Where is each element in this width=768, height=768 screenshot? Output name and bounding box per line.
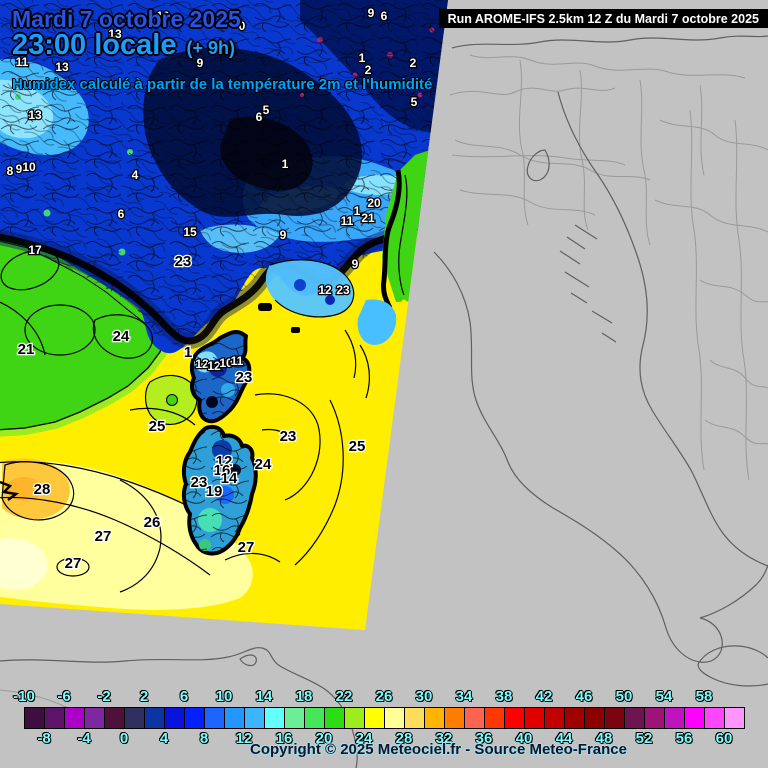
map-value-label: 12	[195, 357, 209, 371]
map-value-label: 10	[156, 9, 170, 23]
map-value-label: 6	[381, 9, 388, 23]
map-value-label: 9	[368, 6, 375, 20]
map-value-label: 6	[118, 207, 125, 221]
map-value-label: 23	[336, 283, 350, 297]
map-value-label: 8	[7, 164, 14, 178]
map-value-label: 13	[108, 27, 122, 41]
map-value-label: 15	[183, 225, 197, 239]
map-value-label: 12	[318, 283, 332, 297]
map-value-label: 0	[239, 19, 246, 33]
map-value-label: 16	[214, 462, 231, 479]
model-domain-overlay	[0, 0, 448, 630]
map-value-label: 12	[207, 359, 221, 373]
map-value-label: 23	[236, 369, 253, 386]
map-value-label: 28	[34, 481, 51, 498]
copyright-notice: Copyright © 2025 Meteociel.fr - Source M…	[250, 741, 627, 758]
time-offset-label: (+ 9h)	[186, 38, 235, 58]
map-value-label: 11	[341, 214, 354, 228]
map-value-label: 23	[280, 428, 297, 445]
map-value-label: 26	[144, 514, 161, 531]
map-value-label: 10	[22, 160, 36, 174]
map-value-label: 1	[184, 344, 192, 361]
map-value-label: 17	[28, 243, 42, 257]
coastlines	[0, 35, 768, 768]
sardinia-island	[181, 424, 258, 556]
run-info-bar: Run AROME-IFS 2.5km 12 Z du Mardi 7 octo…	[438, 9, 768, 28]
map-value-label: 12	[216, 453, 233, 470]
map-value-label: 24	[255, 456, 272, 473]
region-borders	[0, 54, 768, 713]
map-value-label: 2	[365, 63, 372, 77]
date-label: Mardi 7 octobre 2025	[12, 6, 241, 32]
map-value-label: 11	[231, 354, 244, 368]
map-value-label: 1	[354, 204, 361, 218]
map-value-label: 11	[16, 55, 29, 69]
map-value-label: 27	[238, 539, 255, 556]
map-value-label: 27	[65, 555, 82, 572]
map-value-label: 13	[28, 108, 42, 122]
map-value-label: 14	[221, 470, 238, 487]
map-value-label: 9	[280, 228, 287, 242]
map-value-label: 25	[349, 438, 366, 455]
map-value-label: 21	[361, 211, 375, 225]
time-label: 23:00 locale	[12, 29, 177, 61]
map-value-label: 6	[256, 110, 263, 124]
map-value-label: 9	[352, 257, 359, 271]
map-value-label: 13	[55, 60, 69, 74]
map-value-label: 9	[197, 56, 204, 70]
map-value-label: 5	[263, 103, 270, 117]
map-value-label: 19	[206, 483, 223, 500]
map-value-label: 2	[410, 56, 417, 70]
map-value-label: 23	[191, 474, 208, 491]
map-value-label: 9	[16, 162, 23, 176]
corsica-island	[189, 329, 252, 424]
map-value-label: 1	[359, 51, 366, 65]
map-value-label: 10	[219, 356, 233, 370]
map-value-label: 21	[18, 341, 35, 358]
map-value-label: 27	[95, 528, 112, 545]
map-value-label: 1	[282, 157, 289, 171]
valid-time-row: 23:00 locale (+ 9h)	[12, 29, 235, 62]
map-value-label: 20	[367, 196, 381, 210]
map-value-label: 24	[113, 328, 130, 345]
map-value-label: 4	[132, 168, 139, 182]
map-value-label: 5	[411, 95, 418, 109]
map-value-label: 23	[175, 253, 192, 270]
parameter-subtitle: Humidex calculé à partir de la températu…	[12, 76, 433, 93]
map-value-label: 25	[149, 418, 166, 435]
